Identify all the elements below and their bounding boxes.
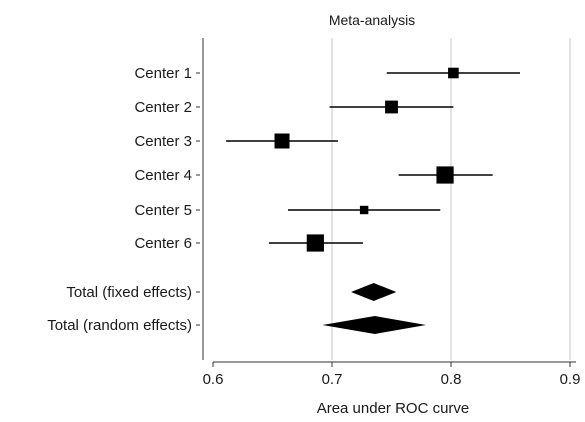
pooled-diamond bbox=[322, 316, 427, 334]
estimate-marker bbox=[306, 234, 324, 252]
study-row: Center 3 bbox=[134, 133, 338, 150]
x-ticks: 0.6 0.7 0.8 0.9 bbox=[203, 362, 581, 388]
estimate-marker bbox=[359, 205, 369, 215]
estimate-marker bbox=[436, 166, 454, 184]
study-label: Center 5 bbox=[134, 202, 192, 219]
estimate-marker bbox=[274, 133, 290, 149]
study-rows: Center 1 Center 2 Center 3 Center 4 Center 5… bbox=[134, 65, 521, 252]
estimate-marker bbox=[448, 67, 459, 79]
x-tick-label: 0.6 bbox=[203, 371, 224, 388]
study-label: Center 3 bbox=[134, 133, 192, 150]
study-label: Center 4 bbox=[134, 167, 192, 184]
pooled-rows: Total (fixed effects) Total (random effec… bbox=[47, 283, 427, 334]
study-label: Center 2 bbox=[134, 99, 192, 116]
study-label: Center 1 bbox=[134, 65, 192, 82]
x-tick-label: 0.8 bbox=[441, 371, 462, 388]
x-tick-label: 0.9 bbox=[560, 371, 581, 388]
axes bbox=[202, 38, 576, 363]
study-row: Center 1 bbox=[134, 65, 521, 82]
study-row: Center 4 bbox=[134, 166, 493, 184]
x-tick-label: 0.7 bbox=[322, 371, 343, 388]
pooled-diamond bbox=[351, 283, 397, 301]
pooled-label: Total (random effects) bbox=[47, 317, 192, 334]
x-axis-label: Area under ROC curve bbox=[317, 400, 470, 417]
study-row: Center 6 bbox=[134, 234, 363, 252]
pooled-label: Total (fixed effects) bbox=[66, 284, 192, 301]
estimate-marker bbox=[385, 100, 398, 114]
gridlines bbox=[331, 38, 571, 360]
pooled-row: Total (random effects) bbox=[47, 316, 427, 334]
study-row: Center 5 bbox=[134, 202, 441, 219]
study-row: Center 2 bbox=[134, 99, 454, 116]
study-label: Center 6 bbox=[134, 235, 192, 252]
chart-title: Meta-analysis bbox=[329, 12, 415, 28]
pooled-row: Total (fixed effects) bbox=[66, 283, 397, 301]
